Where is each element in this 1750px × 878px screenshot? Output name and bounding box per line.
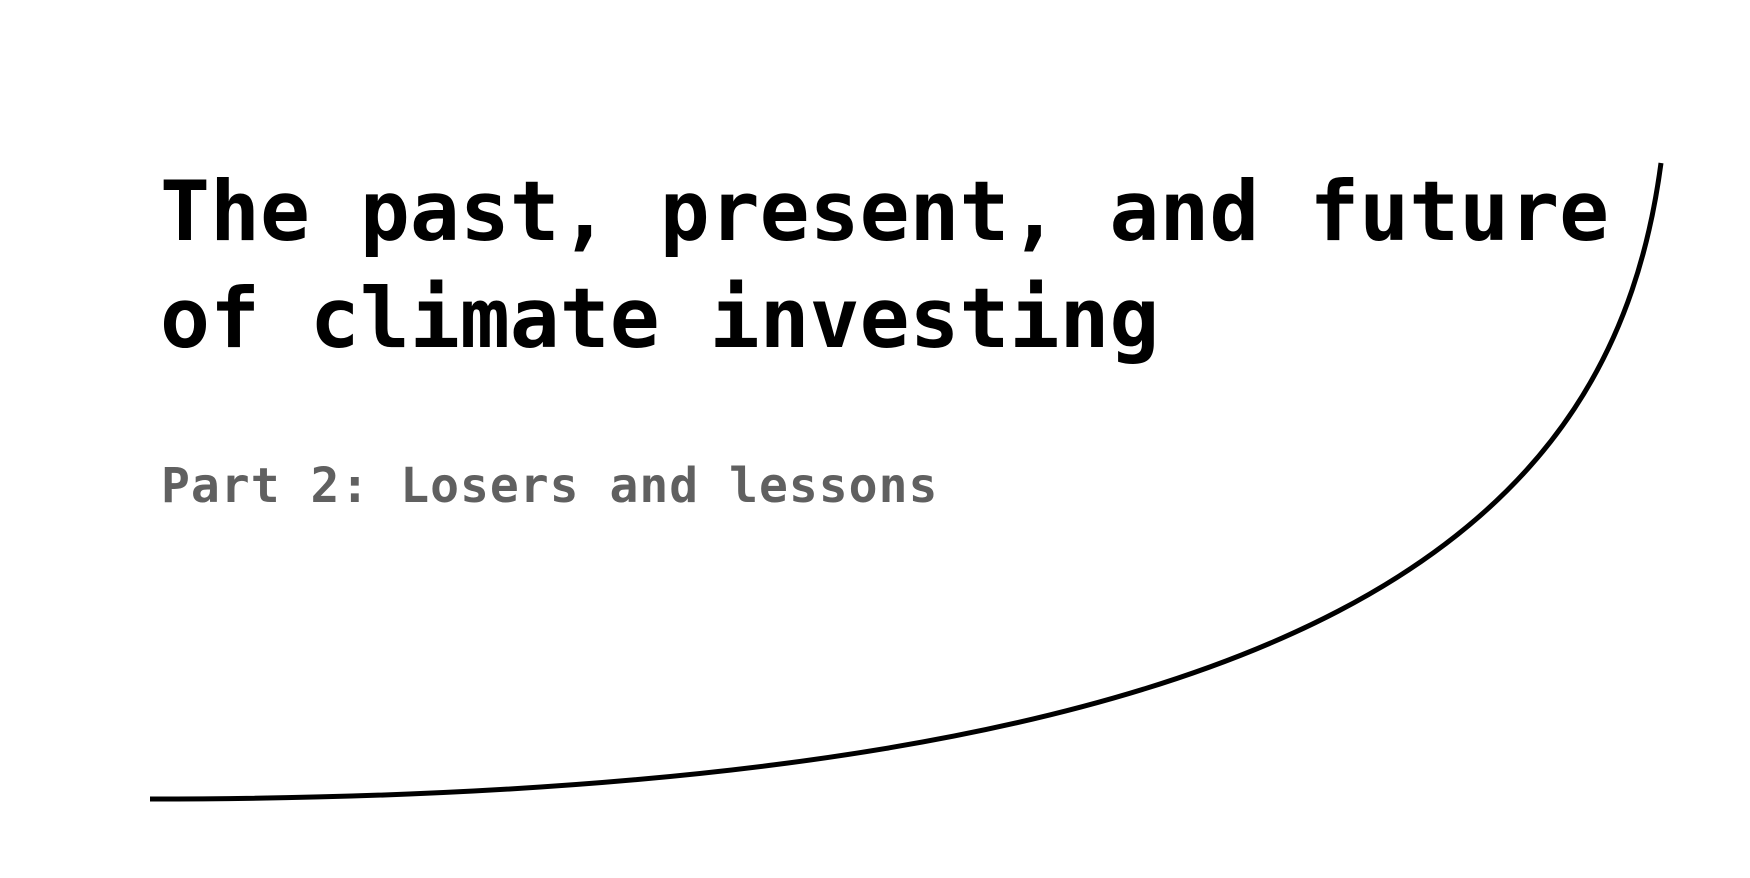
slide-title-line-2: of climate investing (160, 270, 1160, 367)
slide-subtitle: Part 2: Losers and lessons (161, 458, 939, 514)
growth-curve-line (149, 162, 1664, 802)
slide-title: The past, present, and future of climate… (160, 158, 1660, 372)
slide-title-line-1: The past, present, and future (160, 163, 1610, 260)
